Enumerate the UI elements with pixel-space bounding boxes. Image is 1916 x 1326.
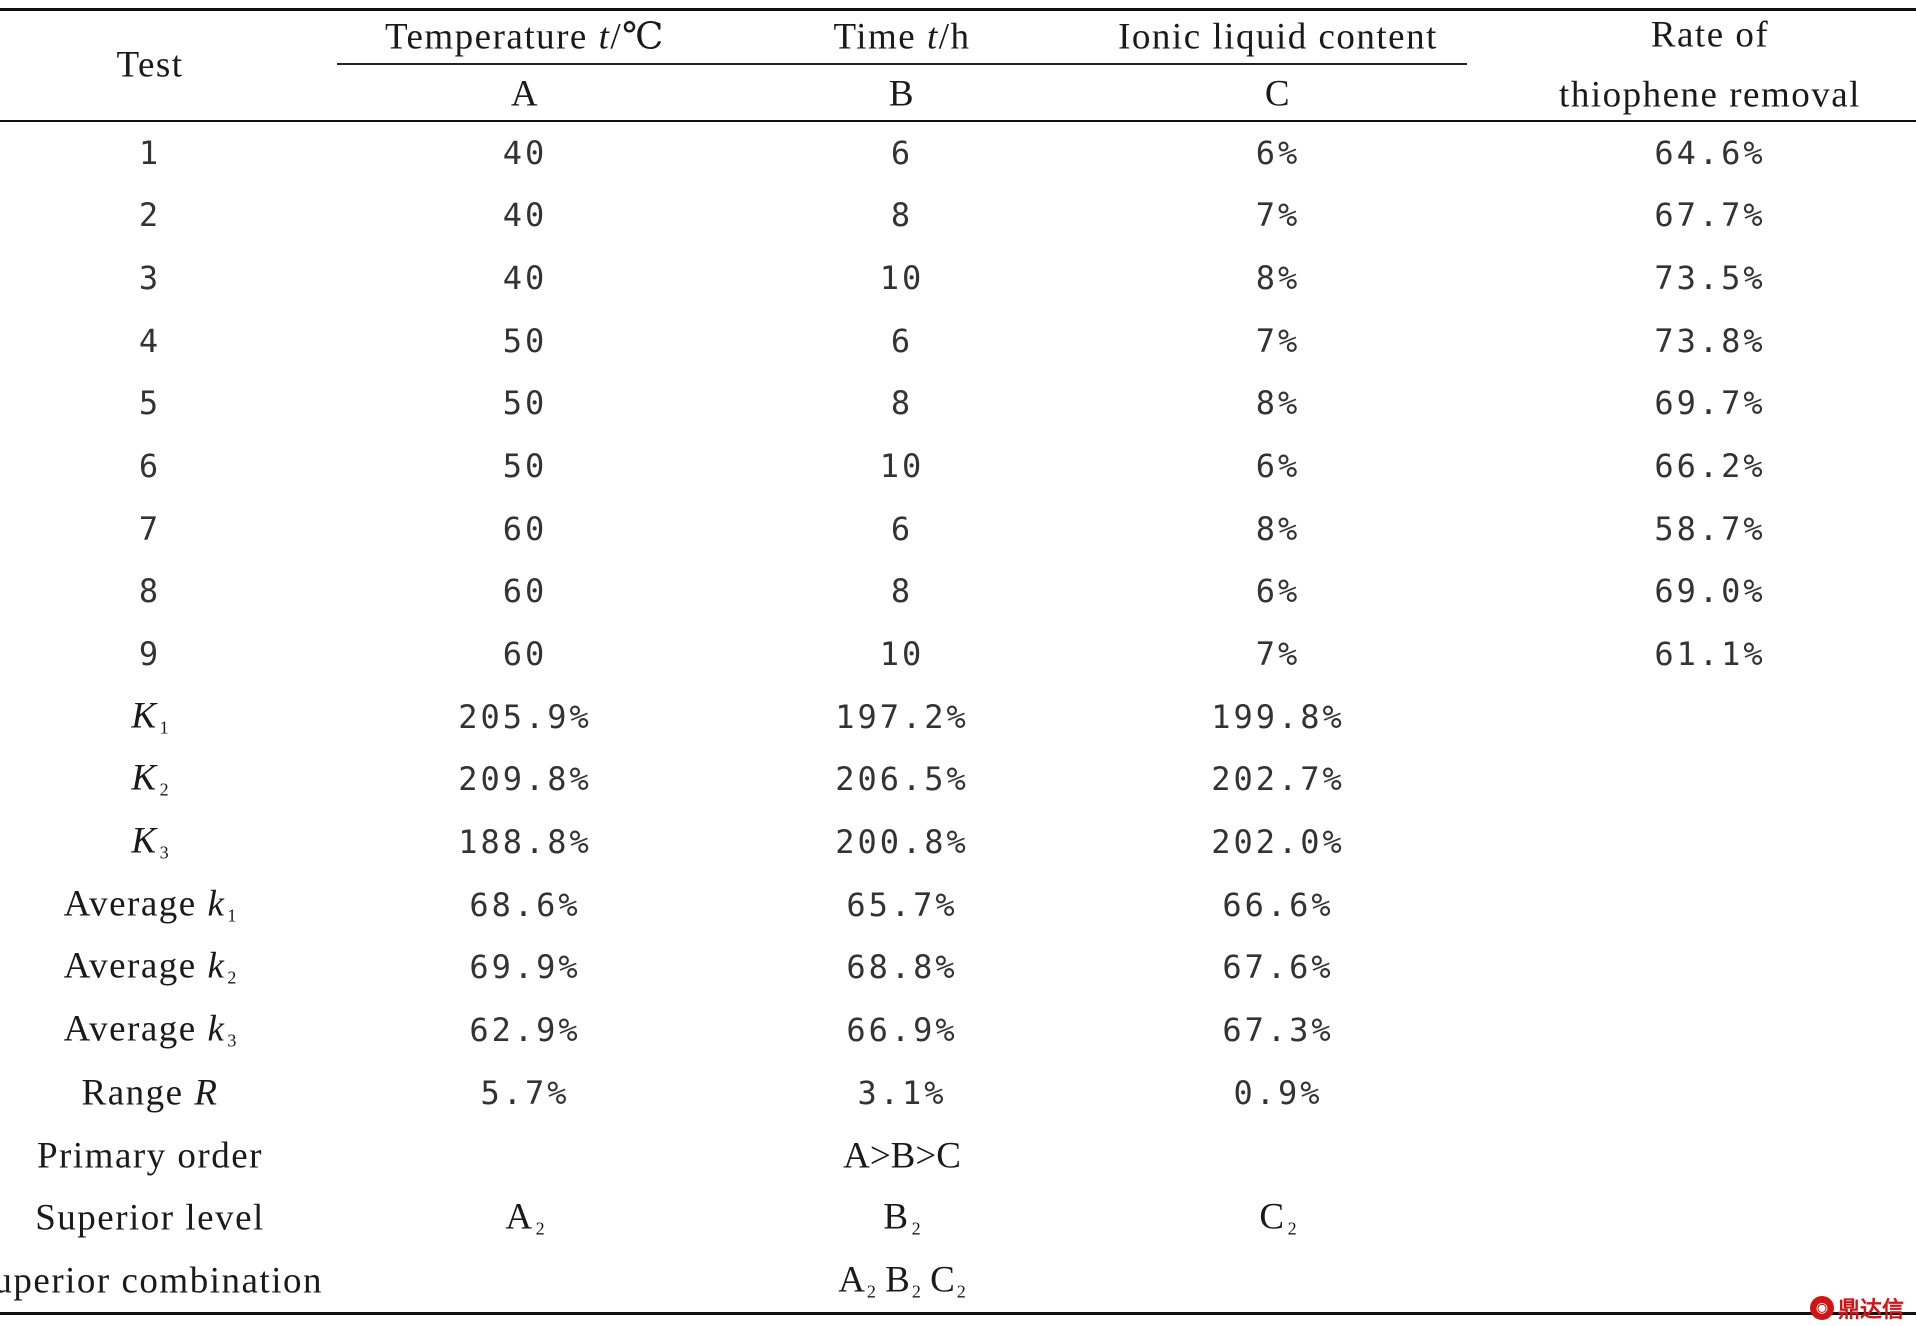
header-factor-a: A xyxy=(510,73,540,115)
cell-b: 8 xyxy=(890,196,914,234)
stat-a: 68.6% xyxy=(469,886,581,924)
cell-b: 6 xyxy=(890,322,914,360)
stat-a: 5.7% xyxy=(480,1074,570,1112)
stat-c: 0.9% xyxy=(1233,1074,1323,1112)
table-rule-bottom xyxy=(0,1312,1916,1315)
cell-test: 5 xyxy=(138,384,162,422)
cell-rate: 69.0% xyxy=(1654,572,1766,610)
cell-b: 8 xyxy=(890,572,914,610)
cell-test: 2 xyxy=(138,196,162,234)
header-test: Test xyxy=(116,44,184,86)
header-rate-line2: thiophene removal xyxy=(1559,74,1861,116)
cell-rate: 73.5% xyxy=(1654,259,1766,297)
stat-c: 66.6% xyxy=(1222,886,1334,924)
cell-b: 10 xyxy=(879,447,925,485)
stat-b: 200.8% xyxy=(835,823,969,861)
header-temperature: Temperature t/℃ xyxy=(384,16,666,58)
stat-c: 199.8% xyxy=(1211,698,1345,736)
watermark-text: 鼎达信 xyxy=(1837,1298,1904,1323)
stat-c: 202.7% xyxy=(1211,760,1345,798)
table-rule-top xyxy=(0,8,1916,11)
stat-label: Range R xyxy=(81,1072,219,1114)
cell-rate: 61.1% xyxy=(1654,635,1766,673)
cell-c: 8% xyxy=(1255,510,1301,548)
cell-rate: 66.2% xyxy=(1654,447,1766,485)
cell-a: 40 xyxy=(502,259,548,297)
cell-rate: 58.7% xyxy=(1654,510,1766,548)
cell-c: 8% xyxy=(1255,259,1301,297)
cell-b: 8 xyxy=(890,384,914,422)
header-ionic-liquid: Ionic liquid content xyxy=(1118,16,1438,58)
stat-b: 66.9% xyxy=(846,1011,958,1049)
stat-a: 205.9% xyxy=(458,698,592,736)
cell-b: 10 xyxy=(879,635,925,673)
stat-b: 65.7% xyxy=(846,886,958,924)
watermark: ◉ 鼎达信 xyxy=(1809,1292,1904,1324)
primary-order-value: A>B>C xyxy=(843,1135,961,1177)
stat-b: 3.1% xyxy=(857,1074,947,1112)
cell-a: 50 xyxy=(502,384,548,422)
stat-b: 206.5% xyxy=(835,760,969,798)
cell-b: 6 xyxy=(890,510,914,548)
cell-c: 7% xyxy=(1255,322,1301,360)
stat-c: 202.0% xyxy=(1211,823,1345,861)
cell-a: 40 xyxy=(502,196,548,234)
owl-icon: ◉ xyxy=(1809,1296,1834,1320)
superior-combination-label: uperior combination xyxy=(0,1260,323,1302)
cell-a: 40 xyxy=(502,134,548,172)
stat-b: 68.8% xyxy=(846,948,958,986)
stat-a: 69.9% xyxy=(469,948,581,986)
cell-test: 4 xyxy=(138,322,162,360)
cell-b: 10 xyxy=(879,259,925,297)
cell-c: 6% xyxy=(1255,134,1301,172)
table-rule-header-bottom xyxy=(0,120,1916,122)
stat-a: 209.8% xyxy=(458,760,592,798)
stat-a: 188.8% xyxy=(458,823,592,861)
stat-b: 197.2% xyxy=(835,698,969,736)
cell-rate: 64.6% xyxy=(1654,134,1766,172)
stat-a: 62.9% xyxy=(469,1011,581,1049)
cell-rate: 69.7% xyxy=(1654,384,1766,422)
cell-b: 6 xyxy=(890,134,914,172)
cell-test: 9 xyxy=(138,635,162,673)
stat-c: 67.6% xyxy=(1222,948,1334,986)
cell-a: 60 xyxy=(502,635,548,673)
cell-rate: 67.7% xyxy=(1654,196,1766,234)
cell-test: 7 xyxy=(138,510,162,548)
cell-a: 50 xyxy=(502,447,548,485)
cell-test: 6 xyxy=(138,447,162,485)
cell-test: 3 xyxy=(138,259,162,297)
stat-c: 67.3% xyxy=(1222,1011,1334,1049)
table-rule-subheader xyxy=(337,63,1467,65)
cell-a: 60 xyxy=(502,572,548,610)
header-factor-b: B xyxy=(888,73,916,115)
cell-a: 60 xyxy=(502,510,548,548)
header-rate-line1: Rate of xyxy=(1650,14,1770,56)
cell-c: 6% xyxy=(1255,572,1301,610)
cell-c: 7% xyxy=(1255,635,1301,673)
cell-c: 8% xyxy=(1255,384,1301,422)
primary-order-label: Primary order xyxy=(36,1135,264,1177)
cell-test: 8 xyxy=(138,572,162,610)
cell-a: 50 xyxy=(502,322,548,360)
cell-c: 6% xyxy=(1255,447,1301,485)
cell-test: 1 xyxy=(138,134,162,172)
header-factor-c: C xyxy=(1264,73,1292,115)
superior-level-label: Superior level xyxy=(35,1197,265,1239)
header-time: Time t/h xyxy=(833,16,971,58)
cell-rate: 73.8% xyxy=(1654,322,1766,360)
cell-c: 7% xyxy=(1255,196,1301,234)
